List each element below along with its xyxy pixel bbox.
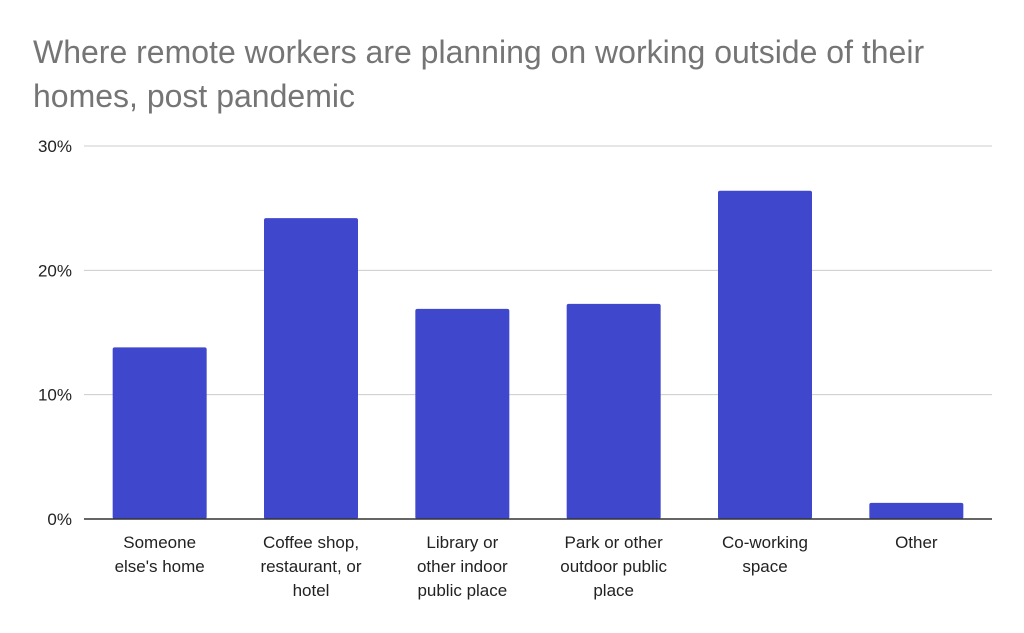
gridlines: [84, 145, 992, 396]
bar: [112, 347, 207, 519]
y-tick-label: 10%: [38, 386, 72, 405]
x-tick-label: Other: [895, 533, 938, 552]
y-axis-ticks: 0% 10% 20% 30%: [38, 137, 72, 529]
y-tick-label: 20%: [38, 261, 72, 280]
x-axis-labels: Someone else's home Coffee shop, restaurant…: [115, 533, 938, 600]
x-tick-label: Park or other outdoor public place: [560, 533, 667, 600]
y-tick-label: 30%: [38, 137, 72, 156]
bar: [264, 218, 358, 519]
bar: [566, 303, 661, 519]
x-tick-label: Library or other indoor public place: [417, 533, 508, 600]
bar: [869, 502, 964, 519]
bars: [112, 190, 964, 519]
y-tick-label: 0%: [47, 510, 72, 529]
x-tick-label: Co-working space: [722, 533, 808, 576]
bar: [718, 190, 812, 519]
bar: [415, 308, 510, 519]
chart-title: Where remote workers are planning on wor…: [33, 34, 925, 114]
x-tick-label: Someone else's home: [115, 533, 205, 576]
x-tick-label: Coffee shop, restaurant, or hotel: [260, 533, 361, 600]
